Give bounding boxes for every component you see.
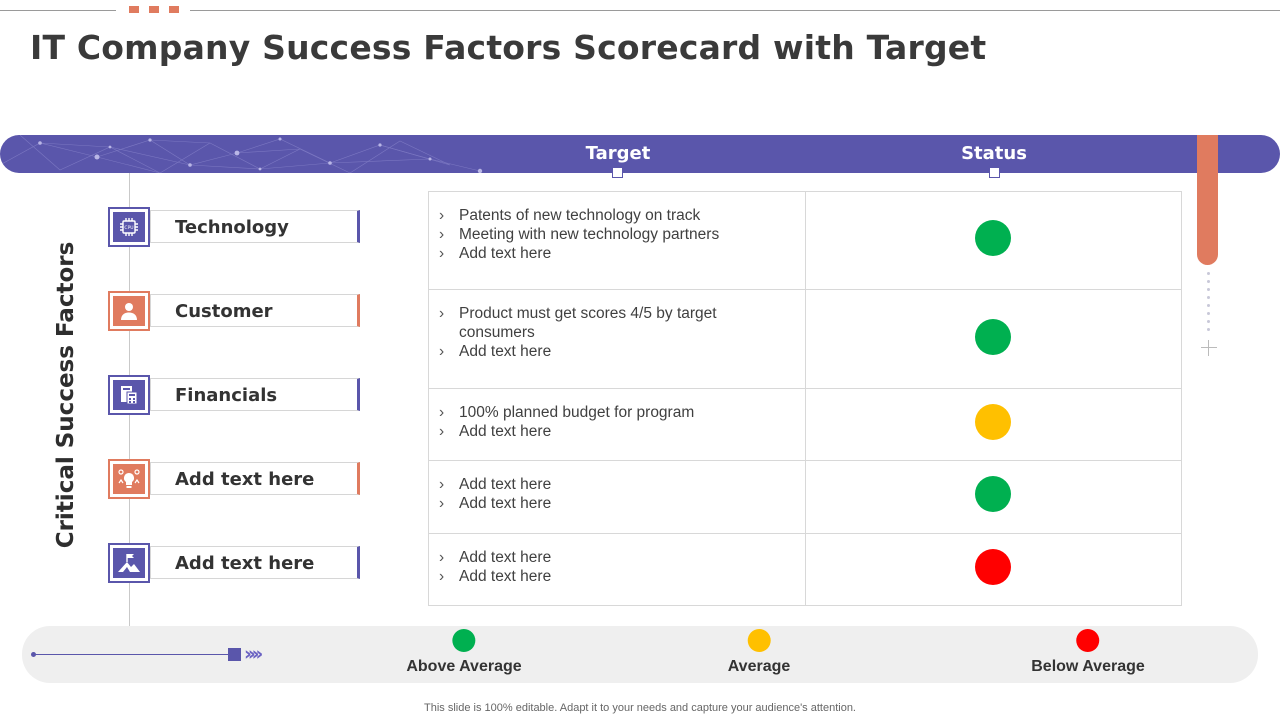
legend-average: Average <box>727 629 791 676</box>
top-dash-3 <box>169 6 179 13</box>
side-dotted-line <box>1207 272 1210 336</box>
page-title: IT Company Success Factors Scorecard wit… <box>30 28 987 67</box>
target-column-marker <box>612 167 623 178</box>
status-indicator-red <box>975 548 1012 585</box>
person-icon <box>113 296 145 326</box>
legend-line-start-dot <box>31 652 36 657</box>
factor-label: Customer <box>175 301 273 322</box>
top-divider-right <box>190 10 1280 11</box>
table-row: › Patents of new technology on track › Mee… <box>428 190 1183 291</box>
idea-gears-icon <box>113 464 145 494</box>
legend-line-end-square <box>228 648 241 661</box>
factor-label: Add text here <box>175 553 315 574</box>
target-bullet: › Add text here <box>439 245 552 262</box>
chip-icon: CPU <box>113 212 145 242</box>
target-cell: › Add text here › Add text here <box>428 460 806 534</box>
target-cell: › Add text here › Add text here <box>428 532 806 607</box>
status-cell <box>804 289 1183 389</box>
factor-label: Financials <box>175 385 278 406</box>
status-cell <box>804 190 1183 291</box>
svg-text:CPU: CPU <box>124 225 133 231</box>
column-header-status: Status <box>961 143 1027 164</box>
top-divider-left <box>0 10 116 11</box>
legend-label: Below Average <box>1031 658 1145 675</box>
factor-label-box: Financials <box>150 378 360 411</box>
legend-below-average: Below Average <box>1031 629 1145 676</box>
table-header-bar <box>0 135 1280 173</box>
factor-customer: Customer <box>108 291 360 331</box>
scorecard-table: › Patents of new technology on track › Mee… <box>428 190 1183 607</box>
target-bullet: › Add text here <box>439 567 552 585</box>
factor-label: Technology <box>175 217 289 238</box>
mountain-flag-icon <box>113 548 145 578</box>
status-indicator-green <box>975 318 1012 355</box>
top-dash-2 <box>149 6 159 13</box>
factor-label-box: Add text here <box>150 546 360 579</box>
factor-technology: CPU Technology <box>108 207 360 247</box>
side-plus-mark <box>1201 340 1217 356</box>
legend-dot-yellow <box>747 629 771 652</box>
table-row: › 100% planned budget for program › Add te… <box>428 387 1183 462</box>
legend-dot-green <box>452 629 476 652</box>
factor-icon-frame <box>108 459 150 499</box>
legend-dot-red <box>1076 629 1100 652</box>
factor-item-4: Add text here <box>108 459 360 499</box>
factor-icon-frame <box>108 375 150 415</box>
target-bullet: › Patents of new technology on track <box>439 207 701 224</box>
network-pattern <box>0 135 483 173</box>
table-row: › Product must get scores 4/5 by target c… <box>428 289 1183 389</box>
side-accent-pill <box>1197 135 1218 265</box>
factor-financials: Financials <box>108 375 360 415</box>
target-bullet: › 100% planned budget for program <box>439 403 695 421</box>
column-header-target: Target <box>585 143 651 164</box>
status-column-marker <box>989 167 1000 178</box>
target-bullet: › Add text here <box>439 495 552 513</box>
footer-note: This slide is 100% editable. Adapt it to… <box>424 702 856 714</box>
factor-label-box: Technology <box>150 210 360 243</box>
chevron-arrows-icon: ›››› <box>244 643 263 665</box>
target-bullet: › Add text here <box>439 343 552 361</box>
target-cell: › Patents of new technology on track › Mee… <box>428 190 806 291</box>
table-row: › Add text here › Add text here <box>428 460 1183 534</box>
target-bullet: › Product must get scores 4/5 by target c… <box>439 305 717 342</box>
status-indicator-yellow <box>975 403 1012 440</box>
legend-progress-line <box>33 654 229 655</box>
factor-icon-frame: CPU <box>108 207 150 247</box>
target-bullet: › Add text here <box>439 422 552 440</box>
calculator-document-icon <box>113 380 145 410</box>
top-dash-1 <box>129 6 139 13</box>
target-bullet: › Add text here <box>439 476 552 494</box>
factor-icon-frame <box>108 291 150 331</box>
critical-success-factors-label: Critical Success Factors <box>53 241 79 549</box>
table-row: › Add text here › Add text here <box>428 532 1183 607</box>
legend-label: Average <box>727 658 791 675</box>
factor-item-5: Add text here <box>108 543 360 583</box>
status-cell <box>804 460 1183 534</box>
factor-label: Add text here <box>175 469 315 490</box>
status-cell <box>804 387 1183 462</box>
factor-label-box: Add text here <box>150 462 360 495</box>
status-cell <box>804 532 1183 607</box>
factor-label-box: Customer <box>150 294 360 327</box>
status-indicator-green <box>975 476 1012 513</box>
target-bullet: › Meeting with new technology partners <box>439 226 720 243</box>
target-cell: › Product must get scores 4/5 by target c… <box>428 289 806 389</box>
target-cell: › 100% planned budget for program › Add te… <box>428 387 806 462</box>
factor-icon-frame <box>108 543 150 583</box>
legend-above-average: Above Average <box>406 629 522 676</box>
target-bullet: › Add text here <box>439 548 552 566</box>
legend-label: Above Average <box>406 658 522 675</box>
status-indicator-green <box>975 220 1012 257</box>
